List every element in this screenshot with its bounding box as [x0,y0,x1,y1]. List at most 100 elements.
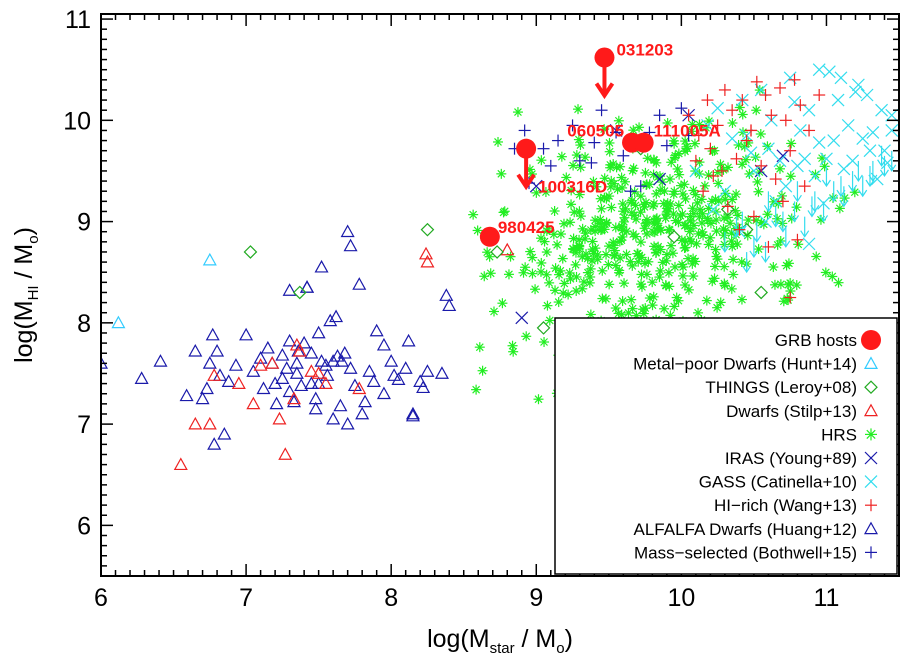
series-1-point [352,381,367,395]
series-1-point [246,396,261,410]
hrs-point [793,239,804,250]
hrs-point [649,198,660,209]
hrs-point [736,294,747,305]
series-1-point [265,356,280,369]
series-0-point [398,361,413,374]
series-6-point [779,179,793,193]
hrs-point [627,260,638,271]
hrs-point [573,134,584,145]
series-4-point [518,124,531,137]
series-1-point [207,368,222,381]
hrs-point [718,230,729,241]
x-axis-title-sub: star [490,640,515,657]
hrs-point [819,161,830,172]
grb-host-label: 980425 [498,218,555,237]
hrs-point [647,300,658,311]
series-8-point [733,223,746,236]
hrs-point [709,261,720,272]
hrs-point [595,193,606,204]
series-1-point [318,376,333,390]
series-7-point [819,201,829,223]
series-7-point [771,206,781,228]
hrs-point [668,135,679,146]
series-0-point [153,354,168,367]
series-8-point [755,159,768,172]
series-7-point [879,155,889,177]
series-6-point [808,169,822,183]
hrs-point [541,269,552,280]
series-6-point [759,215,772,229]
series-6-point [744,146,758,160]
series-4-point [675,102,688,115]
series-6-point [761,142,775,156]
legend-entry-label: Mass−selected (Bothwell+15) [634,543,857,562]
hrs-point [623,307,634,318]
series-0-point [434,366,449,379]
series-0-point [384,354,399,367]
series-8-point [726,104,739,117]
series-0-point [376,386,391,400]
hrs-point [482,247,493,258]
hrs-point [544,277,555,288]
hrs-point [585,263,596,274]
series-6-point [820,152,833,166]
series-0-point [329,309,344,323]
hrs-point [626,197,637,208]
x-axis-title-end: ) [565,625,573,653]
hrs-point [638,304,649,315]
series-8-point [759,89,772,102]
hrs-point [731,189,742,200]
series-0-point [314,259,329,273]
hrs-point [563,289,574,300]
x-axis-title-prefix: log(M [427,625,490,653]
hrs-point [638,308,649,319]
series-1-point [420,254,435,268]
hrs-point [655,185,666,196]
series-5-point [515,311,529,325]
series-7-point [887,150,897,172]
legend-entry-marker [861,330,881,350]
hrs-point [710,244,721,255]
hrs-point [673,200,684,211]
series-6-point [725,132,739,145]
series-0-point [391,372,406,385]
series-7-point [763,191,773,213]
legend-entry-label: HRS [821,425,857,444]
series-7-point [858,176,868,198]
legend-entry-marker [864,451,878,465]
hrs-point [485,268,496,279]
hrs-point [596,203,607,214]
series-0-point [376,337,391,351]
hrs-point [753,244,764,255]
hrs-point [791,280,802,291]
hrs-point [565,217,576,228]
hrs-point [675,180,686,191]
hrs-point [715,297,726,308]
series-0-point [343,361,358,374]
series-0-point [355,406,370,420]
series-1-point [173,457,188,471]
series-8-point [774,81,787,94]
hrs-point [768,262,779,273]
series-0-point [442,298,457,312]
hrs-point [737,159,748,170]
hrs-point [734,102,745,113]
legend-entry-marker [864,380,878,395]
hrs-point [571,150,582,161]
hrs-point [616,235,627,246]
hrs-point [530,284,541,295]
hrs-point [477,365,488,376]
series-8-point [813,89,826,102]
series-6-point [878,144,891,158]
hrs-point [695,204,706,215]
hrs-point [690,189,701,200]
hrs-point [570,259,581,270]
series-0-point [369,323,384,337]
series-4-point [552,134,565,147]
series-8-point [750,75,763,88]
series-6-point [837,162,851,176]
y-axis-title-end: ) [10,227,38,235]
series-3-point [754,285,769,300]
hrs-point [606,202,617,213]
series-8-point [776,195,789,208]
